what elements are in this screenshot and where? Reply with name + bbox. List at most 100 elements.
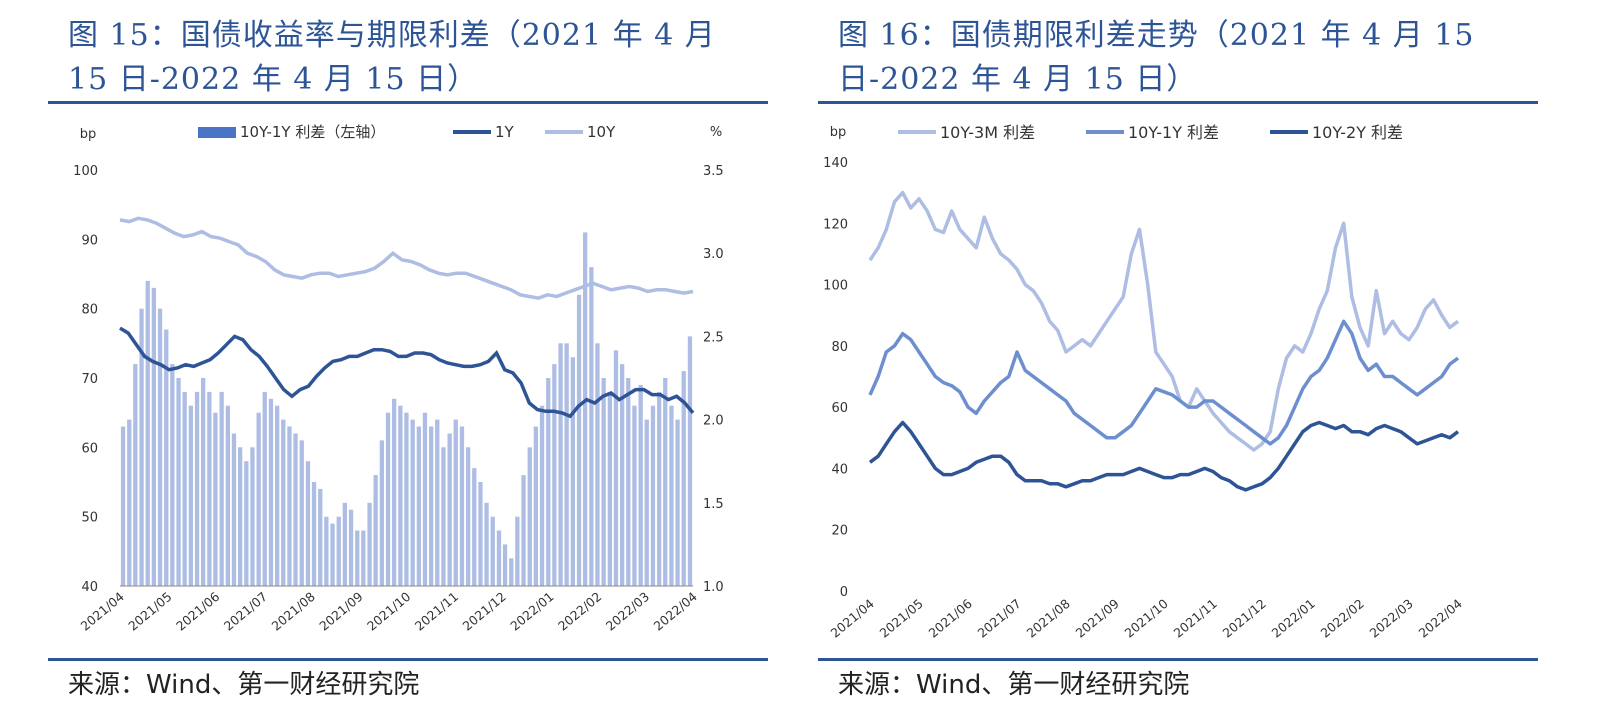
spread-bar — [472, 468, 477, 586]
spread-bar — [422, 412, 428, 586]
spread-bar — [262, 391, 267, 586]
spread-bar — [157, 308, 163, 586]
spread-bar — [435, 419, 440, 586]
spread-bar — [429, 426, 434, 586]
legend-label-1y: 1Y — [495, 123, 515, 141]
spread-bar — [509, 558, 514, 586]
x-tick-label: 2021/12 — [1220, 596, 1269, 641]
y-tick-label-left: 50 — [81, 511, 98, 526]
right-panel: 图 16：国债期限利差走势（2021 年 4 月 15 日-2022 年 4 月… — [818, 0, 1538, 719]
spread-bar — [657, 391, 662, 586]
source-rule — [48, 658, 768, 661]
spread-bar — [139, 308, 144, 586]
spread-bar — [133, 364, 138, 586]
spread-bar — [675, 419, 680, 586]
spread-bar — [311, 482, 317, 586]
spread-bar — [238, 447, 243, 586]
spread-bar — [447, 433, 452, 586]
spread-bar — [164, 329, 169, 586]
spread-bar — [502, 544, 508, 586]
spread-bar — [398, 405, 403, 586]
title-rule — [818, 101, 1538, 104]
x-tick-label: 2021/08 — [1024, 596, 1073, 641]
x-tick-label: 2022/03 — [1367, 596, 1416, 641]
spread-bar — [182, 391, 187, 586]
chart-title: 图 15：国债收益率与期限利差（2021 年 4 月 15 日-2022 年 4… — [68, 18, 716, 97]
spread-bar — [318, 488, 323, 586]
spread-bar — [496, 530, 502, 586]
spread-bar — [539, 405, 545, 586]
spread-bar — [287, 426, 292, 586]
y-axis-unit-right: % — [710, 125, 722, 140]
spread-bar — [410, 419, 415, 586]
spread-bar — [244, 461, 249, 586]
spread-bar — [650, 405, 656, 586]
legend-label-spread: 10Y-1Y 利差（左轴） — [240, 123, 385, 141]
x-tick-label: 2021/06 — [926, 596, 975, 641]
legend-2y-label: 10Y-2Y 利差 — [1312, 123, 1403, 142]
spread-bar — [490, 516, 495, 586]
source-rule — [818, 658, 1538, 661]
x-tick-label: 2021/06 — [173, 589, 222, 634]
y-tick-label-right: 1.5 — [703, 497, 724, 512]
spread-bar — [225, 405, 230, 586]
x-tick-label: 2021/08 — [269, 589, 318, 634]
spread-bar — [188, 405, 193, 586]
series-line-1y — [119, 326, 695, 419]
spread-bar — [151, 287, 156, 586]
y-tick-label-right: 2.5 — [703, 330, 724, 345]
spread-bar — [521, 475, 526, 586]
spread-bar — [620, 364, 625, 586]
spread-bar — [213, 412, 218, 586]
x-tick-label: 2021/09 — [1073, 596, 1122, 641]
spread-bar — [589, 267, 594, 586]
x-tick-label: 2021/09 — [316, 589, 365, 634]
spread-bar — [250, 447, 255, 586]
x-tick-label: 2021/05 — [877, 596, 926, 641]
spread-bar — [207, 391, 212, 586]
y-tick-label-left: 80 — [81, 303, 98, 318]
legend-1y-label: 10Y-1Y 利差 — [1128, 123, 1219, 142]
spread-bar — [355, 530, 360, 586]
x-tick-label: 2022/04 — [1416, 596, 1465, 641]
x-tick-label: 2022/01 — [507, 589, 556, 634]
y-tick-label: 80 — [831, 340, 848, 355]
spread-bar — [219, 391, 224, 586]
series-line-10y-2y — [868, 420, 1460, 492]
x-tick-label: 2022/01 — [1269, 596, 1318, 641]
x-tick-label: 2021/12 — [460, 589, 509, 634]
y-tick-label: 100 — [823, 279, 848, 294]
spread-bar — [299, 440, 304, 586]
x-tick-label: 2021/10 — [1122, 596, 1171, 641]
x-tick-label: 2021/11 — [1171, 596, 1220, 641]
spread-bar — [632, 405, 637, 586]
legend-label-10y: 10Y — [587, 123, 616, 141]
x-tick-label: 2022/02 — [555, 589, 604, 634]
x-tick-label: 2021/04 — [78, 589, 127, 634]
spread-bar — [595, 343, 600, 586]
chart-title: 图 16：国债期限利差走势（2021 年 4 月 15 日-2022 年 4 月… — [838, 18, 1475, 97]
spread-bar — [527, 447, 532, 586]
spread-bar — [583, 232, 588, 586]
legend-3m-label: 10Y-3M 利差 — [940, 123, 1035, 142]
spread-bar — [546, 378, 551, 586]
y-tick-label: 0 — [840, 585, 848, 600]
spread-bar — [336, 516, 341, 586]
spread-bar — [170, 364, 175, 586]
spread-bar — [324, 516, 329, 586]
spread-bar — [466, 447, 471, 586]
spread-bar — [256, 412, 261, 586]
spread-bar — [275, 405, 280, 586]
spread-bar — [626, 378, 631, 586]
spread-bar — [484, 502, 489, 586]
spread-bar — [576, 294, 582, 586]
x-tick-label: 2021/07 — [221, 589, 270, 634]
spread-bar — [127, 419, 132, 586]
spread-bar — [305, 461, 311, 586]
spread-bar — [145, 280, 150, 586]
series-line-10y-1y — [868, 319, 1460, 446]
y-tick-label-left: 100 — [73, 164, 98, 179]
y-tick-label: 20 — [831, 524, 848, 539]
y-tick-label-right: 1.0 — [703, 580, 724, 595]
